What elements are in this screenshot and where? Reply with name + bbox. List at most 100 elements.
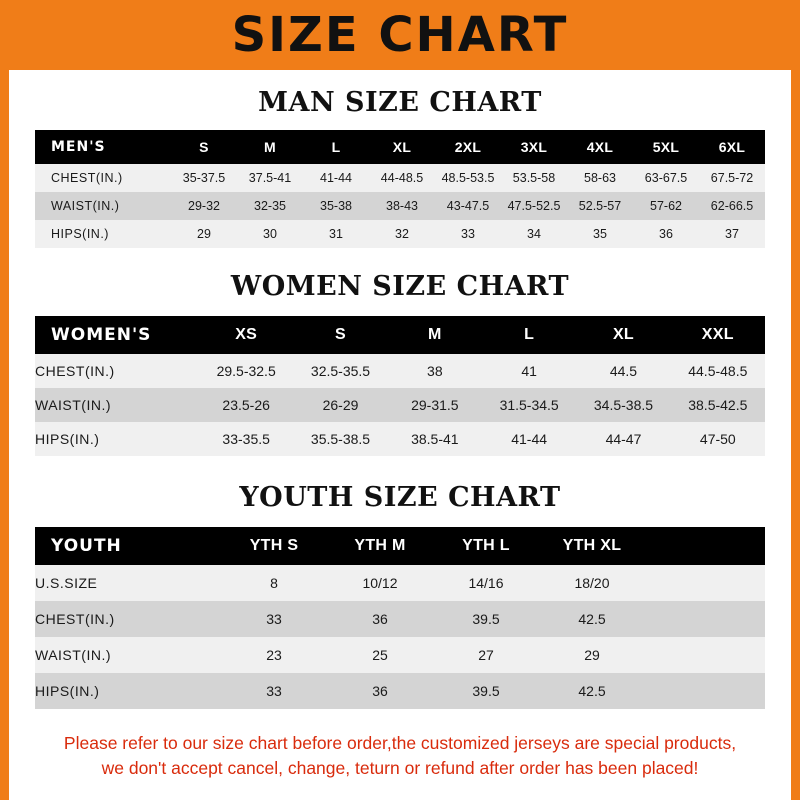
table-row: HIPS(IN.) 33 36 39.5 42.5 xyxy=(35,673,765,709)
table-cell: 32.5-35.5 xyxy=(310,363,371,379)
table-cell-empty xyxy=(645,637,765,673)
table-cell: 42.5 xyxy=(578,611,606,627)
table-cell: 31.5-34.5 xyxy=(499,397,559,413)
column-header: WOMEN'S xyxy=(51,325,152,345)
table-cell: 27 xyxy=(478,647,494,663)
table-cell: 57-62 xyxy=(650,199,682,213)
table-row: CHEST(IN.) 33 36 39.5 42.5 xyxy=(35,601,765,637)
table-cell: 38-43 xyxy=(386,199,418,213)
row-label: HIPS(IN.) xyxy=(35,431,100,447)
column-header: S xyxy=(199,139,209,155)
table-row: WAIST(IN.) 23.5-26 26-29 29-31.5 31.5-34… xyxy=(35,388,765,422)
table-cell: 52.5-57 xyxy=(578,199,622,213)
table-cell: 33 xyxy=(266,683,282,699)
table-cell: 44-47 xyxy=(605,431,642,447)
column-header: L xyxy=(331,139,341,155)
table-cell: 42.5 xyxy=(578,683,606,699)
table-cell: 43-47.5 xyxy=(446,199,490,213)
table-row: HIPS(IN.) 29 30 31 32 33 34 35 36 37 xyxy=(35,220,765,248)
table-cell: 38.5-42.5 xyxy=(688,397,748,413)
table-cell: 26-29 xyxy=(322,397,359,413)
man-section-title: MAN SIZE CHART xyxy=(258,87,542,118)
table-cell: 14/16 xyxy=(468,575,504,591)
table-cell: 36 xyxy=(372,611,388,627)
page-banner: SIZE CHART xyxy=(0,0,800,70)
column-header: M xyxy=(428,326,442,343)
table-cell: 8 xyxy=(270,575,278,591)
table-cell: 37 xyxy=(725,227,739,241)
man-size-table: MEN'S S M L XL 2XL 3XL 4XL 5XL 6XL CHEST… xyxy=(35,130,765,248)
table-cell-empty xyxy=(645,601,765,637)
table-cell: 35.5-38.5 xyxy=(310,431,371,447)
table-cell: 47-50 xyxy=(699,431,736,447)
table-cell: 36 xyxy=(372,683,388,699)
table-row: CHEST(IN.) 29.5-32.5 32.5-35.5 38 41 44.… xyxy=(35,354,765,388)
table-cell: 18/20 xyxy=(574,575,610,591)
row-label: CHEST(IN.) xyxy=(35,611,115,627)
row-label: CHEST(IN.) xyxy=(51,171,123,185)
column-header: L xyxy=(524,326,535,343)
table-cell: 48.5-53.5 xyxy=(441,171,495,185)
youth-size-section: YOUTH SIZE CHART YOUTH YTH S YTH M YTH L… xyxy=(9,482,791,709)
table-cell: 32-35 xyxy=(254,199,286,213)
youth-size-table: YOUTH YTH S YTH M YTH L YTH XL U.S.SIZE … xyxy=(35,527,765,709)
table-header-row: WOMEN'S XS S M L XL XXL xyxy=(35,316,765,354)
column-header: 5XL xyxy=(652,139,680,155)
table-cell: 39.5 xyxy=(472,683,500,699)
column-header: 4XL xyxy=(586,139,614,155)
column-header: YTH S xyxy=(249,537,299,554)
youth-section-title: YOUTH SIZE CHART xyxy=(239,482,561,513)
table-cell: 33 xyxy=(266,611,282,627)
column-header: YTH M xyxy=(354,537,406,554)
table-row: WAIST(IN.) 23 25 27 29 xyxy=(35,637,765,673)
column-header: XS xyxy=(235,326,258,343)
column-header: YOUTH xyxy=(51,536,122,556)
table-cell: 23 xyxy=(266,647,282,663)
row-label: HIPS(IN.) xyxy=(35,683,100,699)
table-cell: 44.5 xyxy=(609,363,638,379)
table-cell: 35-38 xyxy=(320,199,352,213)
table-cell: 34 xyxy=(527,227,541,241)
column-header: M xyxy=(264,139,276,155)
table-row: CHEST(IN.) 35-37.5 37.5-41 41-44 44-48.5… xyxy=(35,164,765,192)
women-section-title: WOMEN SIZE CHART xyxy=(230,271,570,302)
table-cell: 41-44 xyxy=(511,431,548,447)
table-cell: 63-67.5 xyxy=(644,171,688,185)
table-cell: 29 xyxy=(584,647,600,663)
column-header: YTH L xyxy=(462,537,510,554)
table-row: U.S.SIZE 8 10/12 14/16 18/20 xyxy=(35,565,765,601)
table-cell: 29 xyxy=(197,227,211,241)
table-cell-empty xyxy=(645,565,765,601)
row-label: WAIST(IN.) xyxy=(35,397,112,413)
table-cell: 31 xyxy=(329,227,343,241)
table-cell: 32 xyxy=(395,227,409,241)
row-label: WAIST(IN.) xyxy=(51,199,120,213)
table-row: WAIST(IN.) 29-32 32-35 35-38 38-43 43-47… xyxy=(35,192,765,220)
table-cell: 25 xyxy=(372,647,388,663)
table-cell: 36 xyxy=(659,227,673,241)
table-cell-empty xyxy=(645,673,765,709)
row-label: CHEST(IN.) xyxy=(35,363,115,379)
table-cell: 44.5-48.5 xyxy=(688,363,748,379)
table-header-row: YOUTH YTH S YTH M YTH L YTH XL xyxy=(35,527,765,565)
table-cell: 33-35.5 xyxy=(222,431,270,447)
table-cell: 44-48.5 xyxy=(380,171,424,185)
table-cell: 35 xyxy=(593,227,607,241)
table-cell: 38 xyxy=(427,363,443,379)
table-cell: 23.5-26 xyxy=(222,397,270,413)
row-label: HIPS(IN.) xyxy=(51,227,109,241)
table-cell: 29-31.5 xyxy=(411,397,459,413)
footer-note-line-1: Please refer to our size chart before or… xyxy=(63,733,737,753)
table-cell: 35-37.5 xyxy=(182,171,226,185)
column-header: 6XL xyxy=(718,139,746,155)
table-cell: 47.5-52.5 xyxy=(507,199,561,213)
column-header: S xyxy=(335,326,346,343)
column-header: 2XL xyxy=(454,139,482,155)
row-label: U.S.SIZE xyxy=(35,575,98,591)
column-header-empty xyxy=(645,527,765,565)
page-title: SIZE CHART xyxy=(231,7,569,63)
table-cell: 37.5-41 xyxy=(248,171,292,185)
table-cell: 41-44 xyxy=(320,171,352,185)
table-cell: 34.5-38.5 xyxy=(593,397,654,413)
